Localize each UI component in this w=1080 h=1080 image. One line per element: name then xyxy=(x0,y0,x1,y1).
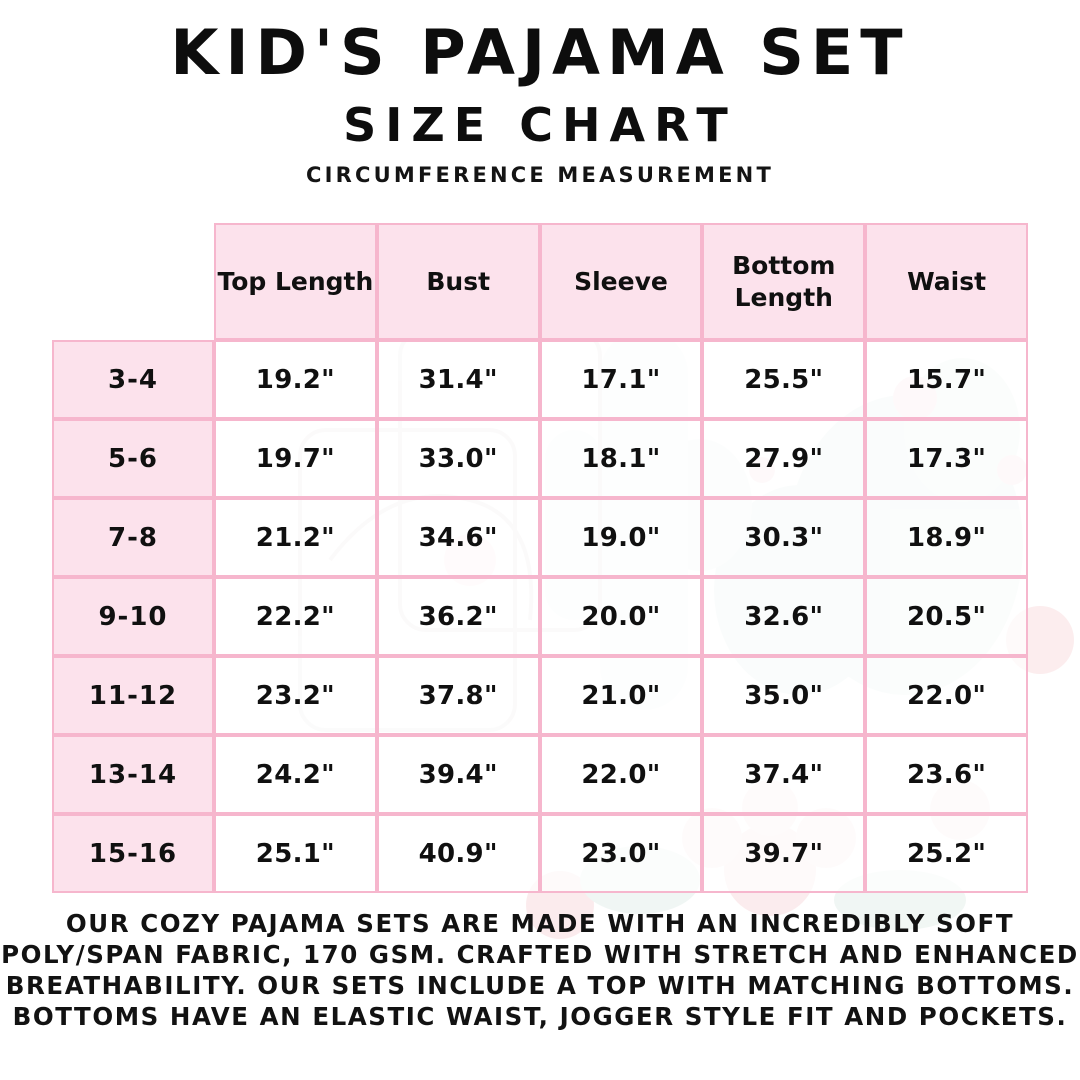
size-label: 13-14 xyxy=(52,735,214,814)
column-header-bust: Bust xyxy=(376,223,540,340)
product-description: OUR COZY PAJAMA SETS ARE MADE WITH AN IN… xyxy=(1,909,1079,1031)
cell-bottom-length: 39.7" xyxy=(702,814,866,893)
cell-bust: 36.2" xyxy=(376,577,540,656)
cell-waist: 23.6" xyxy=(865,735,1028,814)
cell-sleeve: 23.0" xyxy=(539,814,703,893)
cell-top-length: 21.2" xyxy=(214,498,377,577)
cell-top-length: 24.2" xyxy=(214,735,377,814)
cell-bottom-length: 37.4" xyxy=(702,735,866,814)
cell-bust: 39.4" xyxy=(376,735,540,814)
table-row: 3-4 19.2" 31.4" 17.1" 25.5" 15.7" xyxy=(52,340,1028,419)
cell-waist: 15.7" xyxy=(865,340,1028,419)
table-row: 7-8 21.2" 34.6" 19.0" 30.3" 18.9" xyxy=(52,498,1028,577)
table-row: 9-10 22.2" 36.2" 20.0" 32.6" 20.5" xyxy=(52,577,1028,656)
cell-waist: 22.0" xyxy=(865,656,1028,735)
cell-bust: 31.4" xyxy=(376,340,540,419)
cell-top-length: 19.2" xyxy=(214,340,377,419)
cell-top-length: 23.2" xyxy=(214,656,377,735)
cell-top-length: 19.7" xyxy=(214,419,377,498)
table-header-row: Top Length Bust Sleeve Bottom Length Wai… xyxy=(52,223,1028,340)
table-head: Top Length Bust Sleeve Bottom Length Wai… xyxy=(52,223,1028,340)
size-label: 7-8 xyxy=(52,498,214,577)
cell-sleeve: 21.0" xyxy=(539,656,703,735)
table-row: 15-16 25.1" 40.9" 23.0" 39.7" 25.2" xyxy=(52,814,1028,893)
table-row: 13-14 24.2" 39.4" 22.0" 37.4" 23.6" xyxy=(52,735,1028,814)
size-chart-table: Top Length Bust Sleeve Bottom Length Wai… xyxy=(52,223,1028,893)
cell-bottom-length: 27.9" xyxy=(702,419,866,498)
size-label: 11-12 xyxy=(52,656,214,735)
column-header-bottom-length: Bottom Length xyxy=(702,223,866,340)
cell-sleeve: 22.0" xyxy=(539,735,703,814)
cell-waist: 18.9" xyxy=(865,498,1028,577)
measurement-note: CIRCUMFERENCE MEASUREMENT xyxy=(306,163,774,187)
cell-waist: 20.5" xyxy=(865,577,1028,656)
size-label: 9-10 xyxy=(52,577,214,656)
cell-bottom-length: 35.0" xyxy=(702,656,866,735)
table-body: 3-4 19.2" 31.4" 17.1" 25.5" 15.7" 5-6 19… xyxy=(52,340,1028,893)
column-header-sleeve: Sleeve xyxy=(539,223,703,340)
cell-sleeve: 20.0" xyxy=(539,577,703,656)
cell-top-length: 25.1" xyxy=(214,814,377,893)
size-label: 15-16 xyxy=(52,814,214,893)
cell-sleeve: 19.0" xyxy=(539,498,703,577)
cell-bottom-length: 25.5" xyxy=(702,340,866,419)
cell-bust: 34.6" xyxy=(376,498,540,577)
cell-waist: 25.2" xyxy=(865,814,1028,893)
cell-waist: 17.3" xyxy=(865,419,1028,498)
size-chart-container: Top Length Bust Sleeve Bottom Length Wai… xyxy=(52,223,1028,893)
cell-bottom-length: 32.6" xyxy=(702,577,866,656)
cell-bust: 37.8" xyxy=(376,656,540,735)
cell-sleeve: 18.1" xyxy=(539,419,703,498)
cell-top-length: 22.2" xyxy=(214,577,377,656)
column-header-waist: Waist xyxy=(865,223,1028,340)
page-subtitle: SIZE CHART xyxy=(343,98,737,152)
size-label: 3-4 xyxy=(52,340,214,419)
cell-bust: 40.9" xyxy=(376,814,540,893)
size-label: 5-6 xyxy=(52,419,214,498)
heading-block: KID'S PAJAMA SET SIZE CHART CIRCUMFERENC… xyxy=(0,0,1080,186)
cell-sleeve: 17.1" xyxy=(539,340,703,419)
table-row: 5-6 19.7" 33.0" 18.1" 27.9" 17.3" xyxy=(52,419,1028,498)
cell-bottom-length: 30.3" xyxy=(702,498,866,577)
corner-cell xyxy=(52,223,214,340)
table-row: 11-12 23.2" 37.8" 21.0" 35.0" 22.0" xyxy=(52,656,1028,735)
page-title: KID'S PAJAMA SET xyxy=(170,16,910,89)
cell-bust: 33.0" xyxy=(376,419,540,498)
column-header-top-length: Top Length xyxy=(214,223,377,340)
